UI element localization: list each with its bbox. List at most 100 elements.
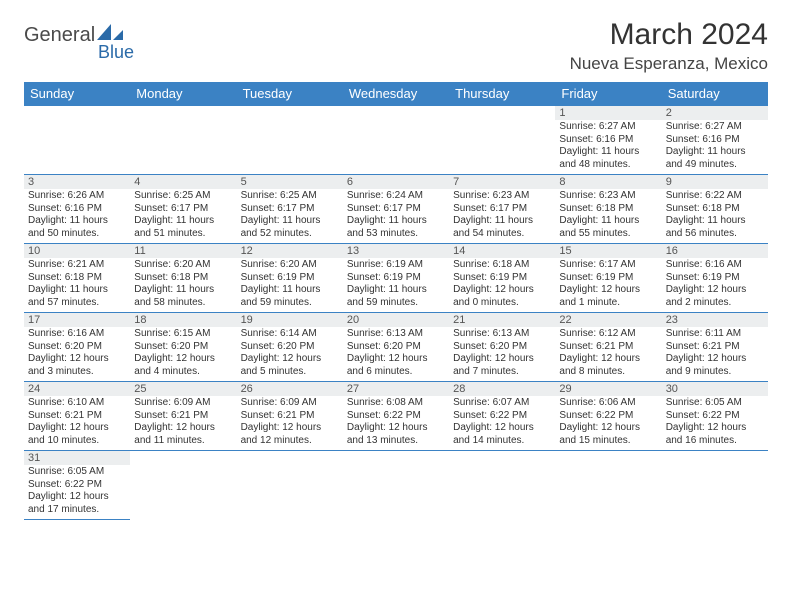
day-number: 31 (24, 451, 130, 465)
day-cell: 1Sunrise: 6:27 AMSunset: 6:16 PMDaylight… (555, 106, 661, 175)
empty-cell (237, 106, 343, 175)
day-details: Sunrise: 6:12 AMSunset: 6:21 PMDaylight:… (555, 327, 661, 381)
day-details: Sunrise: 6:20 AMSunset: 6:18 PMDaylight:… (130, 258, 236, 312)
day-number: 16 (662, 244, 768, 258)
day-cell: 10Sunrise: 6:21 AMSunset: 6:18 PMDayligh… (24, 244, 130, 313)
day-cell: 30Sunrise: 6:05 AMSunset: 6:22 PMDayligh… (662, 382, 768, 451)
day-details: Sunrise: 6:13 AMSunset: 6:20 PMDaylight:… (343, 327, 449, 381)
day-details: Sunrise: 6:26 AMSunset: 6:16 PMDaylight:… (24, 189, 130, 243)
day-cell: 8Sunrise: 6:23 AMSunset: 6:18 PMDaylight… (555, 175, 661, 244)
day-details: Sunrise: 6:25 AMSunset: 6:17 PMDaylight:… (130, 189, 236, 243)
day-number: 25 (130, 382, 236, 396)
day-details: Sunrise: 6:05 AMSunset: 6:22 PMDaylight:… (24, 465, 130, 519)
day-number: 22 (555, 313, 661, 327)
empty-cell (343, 451, 449, 520)
title-block: March 2024 Nueva Esperanza, Mexico (570, 18, 768, 74)
day-cell: 6Sunrise: 6:24 AMSunset: 6:17 PMDaylight… (343, 175, 449, 244)
day-cell: 25Sunrise: 6:09 AMSunset: 6:21 PMDayligh… (130, 382, 236, 451)
weekday-header: Tuesday (237, 82, 343, 106)
logo-text-general: General (24, 24, 95, 47)
empty-cell (449, 451, 555, 520)
weekday-header: Thursday (449, 82, 555, 106)
day-cell: 3Sunrise: 6:26 AMSunset: 6:16 PMDaylight… (24, 175, 130, 244)
empty-cell (343, 106, 449, 175)
day-cell: 18Sunrise: 6:15 AMSunset: 6:20 PMDayligh… (130, 313, 236, 382)
day-number: 20 (343, 313, 449, 327)
day-details: Sunrise: 6:09 AMSunset: 6:21 PMDaylight:… (237, 396, 343, 450)
day-cell: 4Sunrise: 6:25 AMSunset: 6:17 PMDaylight… (130, 175, 236, 244)
day-number: 11 (130, 244, 236, 258)
day-number: 17 (24, 313, 130, 327)
day-number: 19 (237, 313, 343, 327)
logo: General Blue (24, 24, 123, 47)
day-cell: 22Sunrise: 6:12 AMSunset: 6:21 PMDayligh… (555, 313, 661, 382)
day-cell: 13Sunrise: 6:19 AMSunset: 6:19 PMDayligh… (343, 244, 449, 313)
day-number: 1 (555, 106, 661, 120)
calendar-table: SundayMondayTuesdayWednesdayThursdayFrid… (24, 82, 768, 520)
day-cell: 17Sunrise: 6:16 AMSunset: 6:20 PMDayligh… (24, 313, 130, 382)
day-cell: 11Sunrise: 6:20 AMSunset: 6:18 PMDayligh… (130, 244, 236, 313)
day-cell: 14Sunrise: 6:18 AMSunset: 6:19 PMDayligh… (449, 244, 555, 313)
calendar-body: 1Sunrise: 6:27 AMSunset: 6:16 PMDaylight… (24, 106, 768, 520)
day-details: Sunrise: 6:27 AMSunset: 6:16 PMDaylight:… (662, 120, 768, 174)
day-details: Sunrise: 6:07 AMSunset: 6:22 PMDaylight:… (449, 396, 555, 450)
empty-cell (130, 106, 236, 175)
location-label: Nueva Esperanza, Mexico (570, 54, 768, 74)
weekday-header: Saturday (662, 82, 768, 106)
day-cell: 23Sunrise: 6:11 AMSunset: 6:21 PMDayligh… (662, 313, 768, 382)
day-number: 3 (24, 175, 130, 189)
day-details: Sunrise: 6:21 AMSunset: 6:18 PMDaylight:… (24, 258, 130, 312)
weekday-header-row: SundayMondayTuesdayWednesdayThursdayFrid… (24, 82, 768, 106)
day-number: 30 (662, 382, 768, 396)
day-cell: 2Sunrise: 6:27 AMSunset: 6:16 PMDaylight… (662, 106, 768, 175)
day-number: 29 (555, 382, 661, 396)
weekday-header: Monday (130, 82, 236, 106)
logo-text-blue: Blue (98, 42, 134, 63)
empty-cell (130, 451, 236, 520)
day-details: Sunrise: 6:19 AMSunset: 6:19 PMDaylight:… (343, 258, 449, 312)
month-title: March 2024 (570, 18, 768, 52)
empty-cell (237, 451, 343, 520)
day-cell: 26Sunrise: 6:09 AMSunset: 6:21 PMDayligh… (237, 382, 343, 451)
day-details: Sunrise: 6:06 AMSunset: 6:22 PMDaylight:… (555, 396, 661, 450)
day-details: Sunrise: 6:10 AMSunset: 6:21 PMDaylight:… (24, 396, 130, 450)
weekday-header: Sunday (24, 82, 130, 106)
day-details: Sunrise: 6:18 AMSunset: 6:19 PMDaylight:… (449, 258, 555, 312)
day-number: 27 (343, 382, 449, 396)
day-cell: 12Sunrise: 6:20 AMSunset: 6:19 PMDayligh… (237, 244, 343, 313)
day-cell: 15Sunrise: 6:17 AMSunset: 6:19 PMDayligh… (555, 244, 661, 313)
day-number: 2 (662, 106, 768, 120)
day-details: Sunrise: 6:15 AMSunset: 6:20 PMDaylight:… (130, 327, 236, 381)
empty-cell (449, 106, 555, 175)
day-number: 21 (449, 313, 555, 327)
day-number: 5 (237, 175, 343, 189)
header: General Blue March 2024 Nueva Esperanza,… (24, 18, 768, 74)
weekday-header: Friday (555, 82, 661, 106)
day-number: 28 (449, 382, 555, 396)
day-number: 9 (662, 175, 768, 189)
day-details: Sunrise: 6:23 AMSunset: 6:18 PMDaylight:… (555, 189, 661, 243)
day-number: 24 (24, 382, 130, 396)
day-cell: 7Sunrise: 6:23 AMSunset: 6:17 PMDaylight… (449, 175, 555, 244)
day-number: 23 (662, 313, 768, 327)
day-details: Sunrise: 6:13 AMSunset: 6:20 PMDaylight:… (449, 327, 555, 381)
day-number: 26 (237, 382, 343, 396)
day-number: 12 (237, 244, 343, 258)
day-number: 7 (449, 175, 555, 189)
day-number: 6 (343, 175, 449, 189)
day-details: Sunrise: 6:14 AMSunset: 6:20 PMDaylight:… (237, 327, 343, 381)
day-number: 18 (130, 313, 236, 327)
day-number: 8 (555, 175, 661, 189)
day-number: 10 (24, 244, 130, 258)
day-number: 4 (130, 175, 236, 189)
empty-cell (555, 451, 661, 520)
day-number: 13 (343, 244, 449, 258)
day-details: Sunrise: 6:11 AMSunset: 6:21 PMDaylight:… (662, 327, 768, 381)
day-details: Sunrise: 6:22 AMSunset: 6:18 PMDaylight:… (662, 189, 768, 243)
day-cell: 28Sunrise: 6:07 AMSunset: 6:22 PMDayligh… (449, 382, 555, 451)
day-cell: 20Sunrise: 6:13 AMSunset: 6:20 PMDayligh… (343, 313, 449, 382)
day-cell: 16Sunrise: 6:16 AMSunset: 6:19 PMDayligh… (662, 244, 768, 313)
day-details: Sunrise: 6:23 AMSunset: 6:17 PMDaylight:… (449, 189, 555, 243)
day-cell: 19Sunrise: 6:14 AMSunset: 6:20 PMDayligh… (237, 313, 343, 382)
day-details: Sunrise: 6:16 AMSunset: 6:20 PMDaylight:… (24, 327, 130, 381)
